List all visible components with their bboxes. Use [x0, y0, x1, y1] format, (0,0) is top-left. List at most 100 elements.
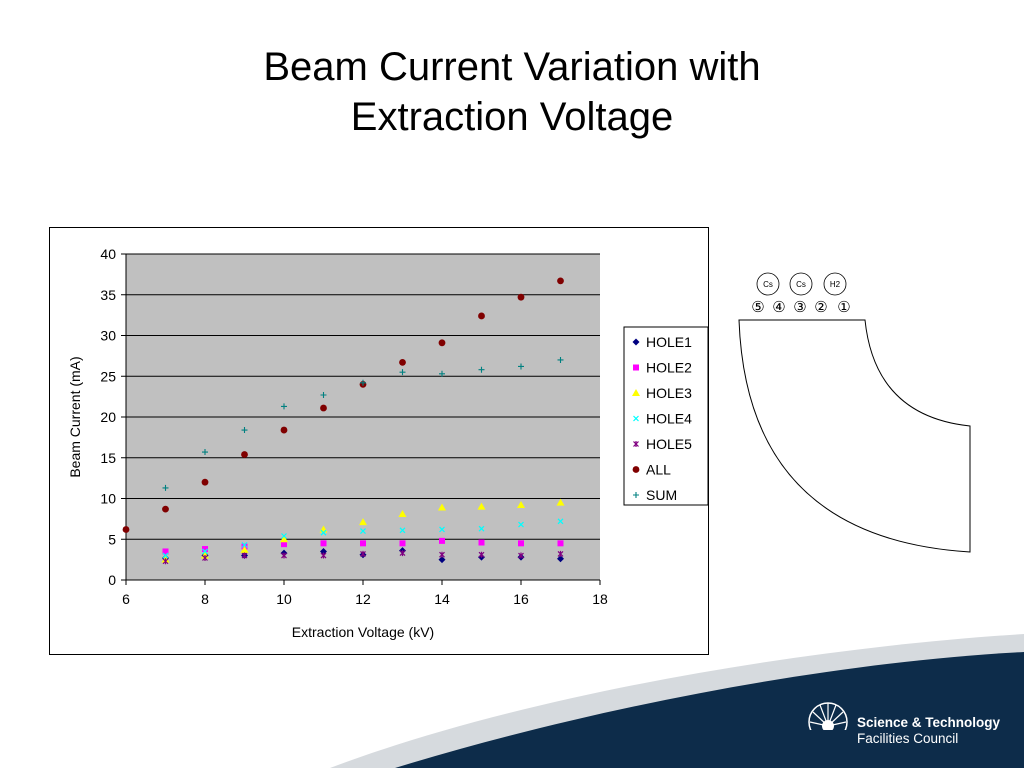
y-tick-label: 35: [100, 287, 116, 303]
hole-number: ①: [837, 299, 850, 316]
data-point: [557, 540, 564, 547]
x-tick-label: 8: [201, 591, 209, 607]
y-axis-label: Beam Current (mA): [67, 356, 83, 477]
data-point: [202, 546, 208, 553]
data-point: [162, 484, 169, 491]
legend-label: HOLE1: [646, 334, 692, 350]
magnet-shape: [738, 319, 971, 553]
x-tick-label: 14: [434, 591, 450, 607]
legend-label: ALL: [646, 462, 671, 478]
legend-label: HOLE4: [646, 411, 692, 427]
data-point: [202, 548, 208, 555]
data-point: [478, 539, 485, 546]
x-tick-label: 12: [355, 591, 371, 607]
legend-marker: [633, 415, 639, 422]
series-hole4: [162, 518, 564, 559]
org-name-line-2: Facilities Council: [857, 731, 959, 746]
legend-marker: [633, 364, 639, 371]
data-point: [557, 555, 564, 563]
data-point: [320, 552, 327, 559]
title-line-2: Extraction Voltage: [350, 95, 674, 139]
data-point: [557, 518, 564, 525]
data-point: [399, 550, 406, 557]
data-point: [438, 339, 446, 347]
data-point: [556, 498, 565, 506]
hole-number: ⑤: [751, 299, 764, 316]
data-point: [320, 391, 327, 398]
data-point: [439, 537, 445, 544]
x-tick-label: 16: [513, 591, 529, 607]
data-point: [241, 552, 248, 559]
data-point: [398, 509, 407, 517]
y-tick-label: 5: [108, 531, 116, 547]
y-tick-label: 40: [100, 246, 116, 262]
org-name-line-1: Science & Technology: [857, 715, 1001, 730]
data-point: [359, 518, 367, 526]
legend-label: SUM: [646, 487, 677, 503]
legend-marker: [632, 338, 640, 346]
data-point: [557, 550, 564, 557]
x-tick-label: 18: [592, 591, 608, 607]
data-point: [320, 404, 327, 412]
series-sum: [162, 356, 564, 491]
y-tick-label: 15: [100, 450, 116, 466]
data-point: [162, 548, 169, 555]
legend-marker: [632, 466, 640, 473]
data-point: [162, 505, 169, 513]
data-point: [122, 526, 130, 533]
data-point: [477, 502, 486, 510]
legend-marker: [632, 389, 640, 396]
data-point: [202, 554, 208, 561]
data-point: [557, 356, 564, 363]
y-tick-label: 25: [100, 368, 116, 384]
data-point: [281, 403, 287, 410]
legend-label: HOLE5: [646, 436, 692, 452]
data-point: [162, 552, 169, 559]
slide-title: Beam Current Variation with Extraction V…: [0, 42, 1024, 142]
footer-swoosh-dark: [395, 652, 1024, 768]
ion-source-diagram: Cs Cs H2 ⑤ ④ ③ ② ①: [738, 272, 971, 553]
series-all: [122, 277, 564, 533]
data-point: [241, 451, 248, 458]
source-label: Cs: [796, 280, 806, 289]
legend-marker: [633, 492, 639, 498]
x-axis-label: Extraction Voltage (kV): [292, 624, 434, 640]
data-point: [518, 363, 524, 370]
source-circle: [789, 272, 813, 296]
data-point: [281, 533, 287, 539]
data-point: [240, 545, 249, 553]
data-point: [320, 529, 327, 536]
source-circle: [823, 272, 847, 296]
hole-number: ②: [814, 299, 827, 316]
legend-label: HOLE2: [646, 360, 692, 376]
data-point: [281, 552, 287, 559]
data-point: [518, 552, 524, 559]
data-point: [478, 312, 485, 320]
y-tick-label: 10: [100, 491, 116, 507]
chart-svg: 0 5 10 15 20 25 30 35 40 6 8 10 12 14 16 18 Extraction V…: [67, 246, 708, 640]
x-tick-label: 6: [122, 591, 130, 607]
data-point: [478, 366, 485, 373]
data-point: [280, 535, 288, 543]
stfc-logo-text: Science & Technology Facilities Council: [857, 715, 1000, 747]
data-point: [438, 556, 446, 564]
data-point: [280, 426, 288, 434]
data-point: [241, 427, 248, 434]
stfc-logo-icon: [808, 702, 848, 742]
data-point: [517, 293, 525, 301]
y-tick-label: 0: [108, 572, 116, 588]
source-label: H2: [830, 280, 841, 289]
chart-frame: 0 5 10 15 20 25 30 35 40 6 8 10 12 14 16 18 Extraction V…: [49, 227, 709, 655]
x-tick-label: 10: [276, 591, 292, 607]
title-line-1: Beam Current Variation with: [263, 45, 761, 89]
data-point: [241, 542, 248, 548]
data-point: [439, 551, 445, 558]
source-label: Cs: [763, 280, 773, 289]
data-point: [360, 550, 366, 557]
data-point: [518, 540, 524, 547]
data-point: [478, 551, 485, 558]
data-point: [320, 540, 327, 547]
data-point: [478, 525, 485, 532]
data-point: [162, 558, 169, 565]
legend-label: HOLE3: [646, 385, 692, 401]
